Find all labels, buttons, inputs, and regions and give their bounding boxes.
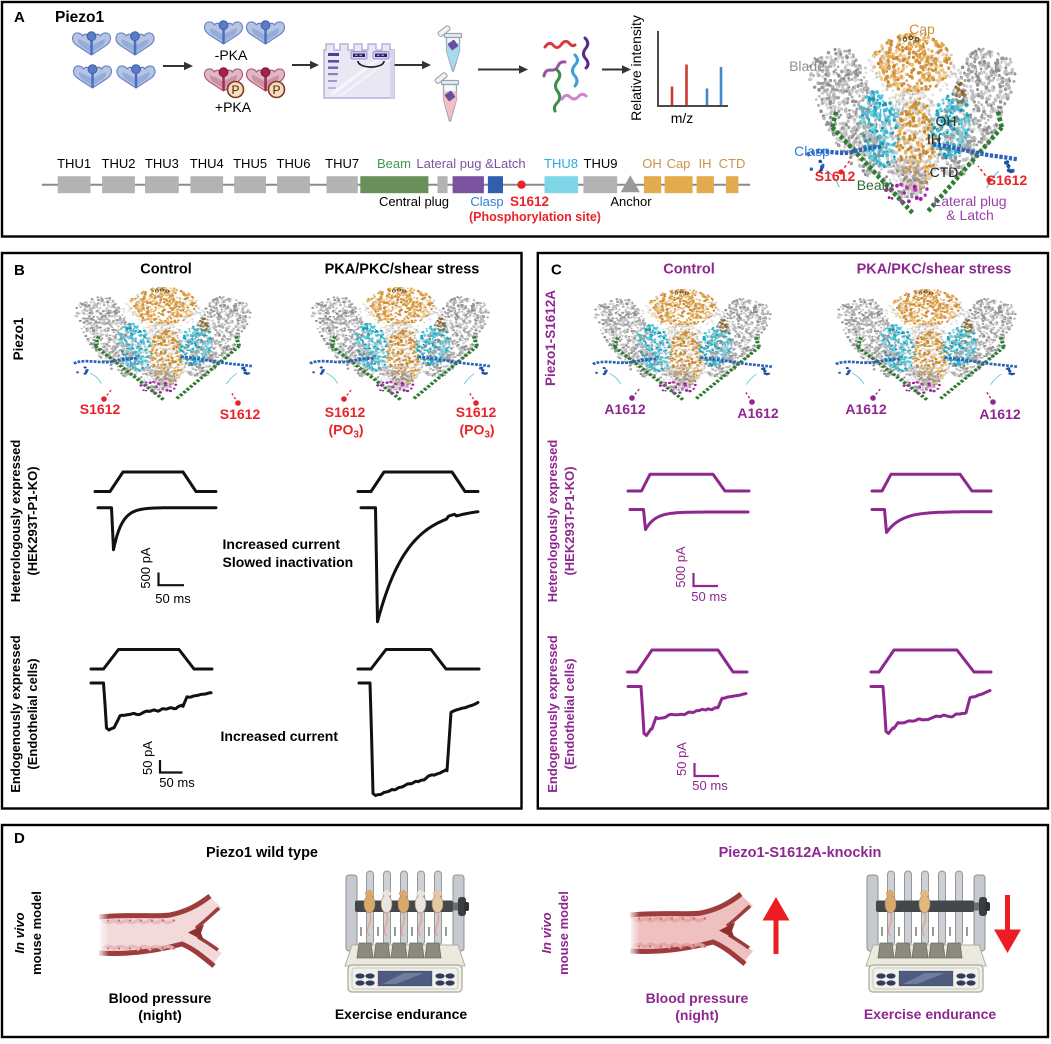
svg-text:THU7: THU7 <box>325 156 359 171</box>
svg-text:mouse model: mouse model <box>29 891 44 975</box>
svg-text:50 ms: 50 ms <box>159 775 195 790</box>
svg-text:S1612: S1612 <box>987 172 1028 188</box>
svg-text:THU4: THU4 <box>190 156 224 171</box>
svg-text:50 ms: 50 ms <box>691 589 727 604</box>
svg-text:Heterologously expressed: Heterologously expressed <box>8 440 23 603</box>
svg-text:A1612: A1612 <box>737 405 778 421</box>
svg-text:P: P <box>231 83 239 97</box>
svg-text:Exercise endurance: Exercise endurance <box>864 1006 997 1022</box>
svg-text:Endogenously expressed: Endogenously expressed <box>545 635 560 793</box>
svg-text:IH: IH <box>699 156 712 171</box>
svg-text:(Phosphorylation site): (Phosphorylation site) <box>469 210 601 224</box>
svg-text:Lateral pug &Latch: Lateral pug &Latch <box>416 156 525 171</box>
svg-text:50 pA: 50 pA <box>674 742 689 776</box>
svg-text:P: P <box>272 83 280 97</box>
svg-text:CTD: CTD <box>719 156 746 171</box>
svg-text:THU9: THU9 <box>584 156 618 171</box>
svg-text:Piezo1 wild type: Piezo1 wild type <box>206 845 318 861</box>
svg-text:(Endothelial cells): (Endothelial cells) <box>25 658 40 769</box>
svg-text:(night): (night) <box>138 1007 182 1023</box>
svg-text:+PKA: +PKA <box>215 99 252 115</box>
svg-text:Heterologously expressed: Heterologously expressed <box>545 440 560 603</box>
svg-text:THU6: THU6 <box>277 156 311 171</box>
svg-text:CTD: CTD <box>930 164 959 180</box>
svg-text:PKA/PKC/shear stress: PKA/PKC/shear stress <box>325 262 480 278</box>
svg-text:Piezo1-S1612A-knockin: Piezo1-S1612A-knockin <box>719 845 882 861</box>
svg-text:D: D <box>14 830 25 847</box>
svg-text:B: B <box>14 262 25 279</box>
svg-text:In vivo: In vivo <box>12 912 27 953</box>
svg-text:PKA/PKC/shear stress: PKA/PKC/shear stress <box>857 262 1012 278</box>
svg-text:A1612: A1612 <box>845 401 886 417</box>
svg-text:500 pA: 500 pA <box>138 547 153 589</box>
svg-text:S1612: S1612 <box>456 404 497 420</box>
svg-text:C: C <box>551 262 562 279</box>
svg-text:(HEK293T-P1-KO): (HEK293T-P1-KO) <box>25 466 40 575</box>
svg-text:S1612: S1612 <box>220 406 261 422</box>
svg-text:Piezo1-S1612A: Piezo1-S1612A <box>543 290 558 386</box>
svg-text:THU2: THU2 <box>102 156 136 171</box>
svg-text:Lateral plug: Lateral plug <box>933 193 1006 209</box>
svg-text:S1612: S1612 <box>80 401 121 417</box>
svg-text:OH: OH <box>642 156 662 171</box>
svg-text:50 ms: 50 ms <box>692 778 728 793</box>
svg-text:THU3: THU3 <box>145 156 179 171</box>
svg-text:IH: IH <box>927 131 941 147</box>
svg-text:THU8: THU8 <box>544 156 578 171</box>
svg-text:Beam: Beam <box>857 177 894 193</box>
svg-text:50 ms: 50 ms <box>155 591 191 606</box>
svg-text:Central plug: Central plug <box>379 194 449 209</box>
svg-text:THU5: THU5 <box>233 156 267 171</box>
svg-text:Blade: Blade <box>789 58 825 74</box>
svg-text:Blood pressure: Blood pressure <box>646 990 749 1006</box>
svg-text:Cap: Cap <box>909 21 935 37</box>
svg-text:Cap: Cap <box>667 156 691 171</box>
svg-text:Relative intensity: Relative intensity <box>628 15 644 121</box>
svg-text:Blood pressure: Blood pressure <box>109 990 212 1006</box>
svg-text:Endogenously expressed: Endogenously expressed <box>8 635 23 793</box>
svg-text:Slowed inactivation: Slowed inactivation <box>223 554 354 570</box>
svg-text:Control: Control <box>140 262 192 278</box>
svg-text:& Latch: & Latch <box>946 207 993 223</box>
svg-text:500 pA: 500 pA <box>673 546 688 588</box>
svg-text:mouse model: mouse model <box>556 891 571 975</box>
svg-text:-PKA: -PKA <box>215 47 248 63</box>
svg-text:Control: Control <box>663 262 715 278</box>
svg-text:S1612: S1612 <box>510 194 549 209</box>
svg-text:(night): (night) <box>675 1007 719 1023</box>
svg-text:Increased current: Increased current <box>223 536 341 552</box>
svg-text:S1612: S1612 <box>815 168 856 184</box>
svg-text:m/z: m/z <box>671 110 694 126</box>
svg-text:A1612: A1612 <box>979 406 1020 422</box>
svg-text:A1612: A1612 <box>604 401 645 417</box>
svg-text:In vivo: In vivo <box>539 912 554 953</box>
svg-text:S1612: S1612 <box>325 404 366 420</box>
svg-text:(Endothelial cells): (Endothelial cells) <box>562 658 577 769</box>
svg-text:Piezo1: Piezo1 <box>11 317 26 360</box>
svg-text:Exercise endurance: Exercise endurance <box>335 1006 468 1022</box>
svg-text:THU8: THU8 <box>864 105 901 121</box>
svg-text:Anchor: Anchor <box>610 194 652 209</box>
svg-text:Increased current: Increased current <box>221 728 339 744</box>
svg-text:Clasp: Clasp <box>794 143 830 159</box>
svg-text:THU1: THU1 <box>57 156 91 171</box>
svg-text:A: A <box>14 9 25 26</box>
svg-text:OH: OH <box>936 113 957 129</box>
svg-text:Clasp: Clasp <box>470 194 503 209</box>
svg-text:Beam: Beam <box>377 156 411 171</box>
svg-text:(HEK293T-P1-KO): (HEK293T-P1-KO) <box>562 466 577 575</box>
svg-text:50 pA: 50 pA <box>140 741 155 775</box>
svg-text:Piezo1: Piezo1 <box>55 9 104 26</box>
